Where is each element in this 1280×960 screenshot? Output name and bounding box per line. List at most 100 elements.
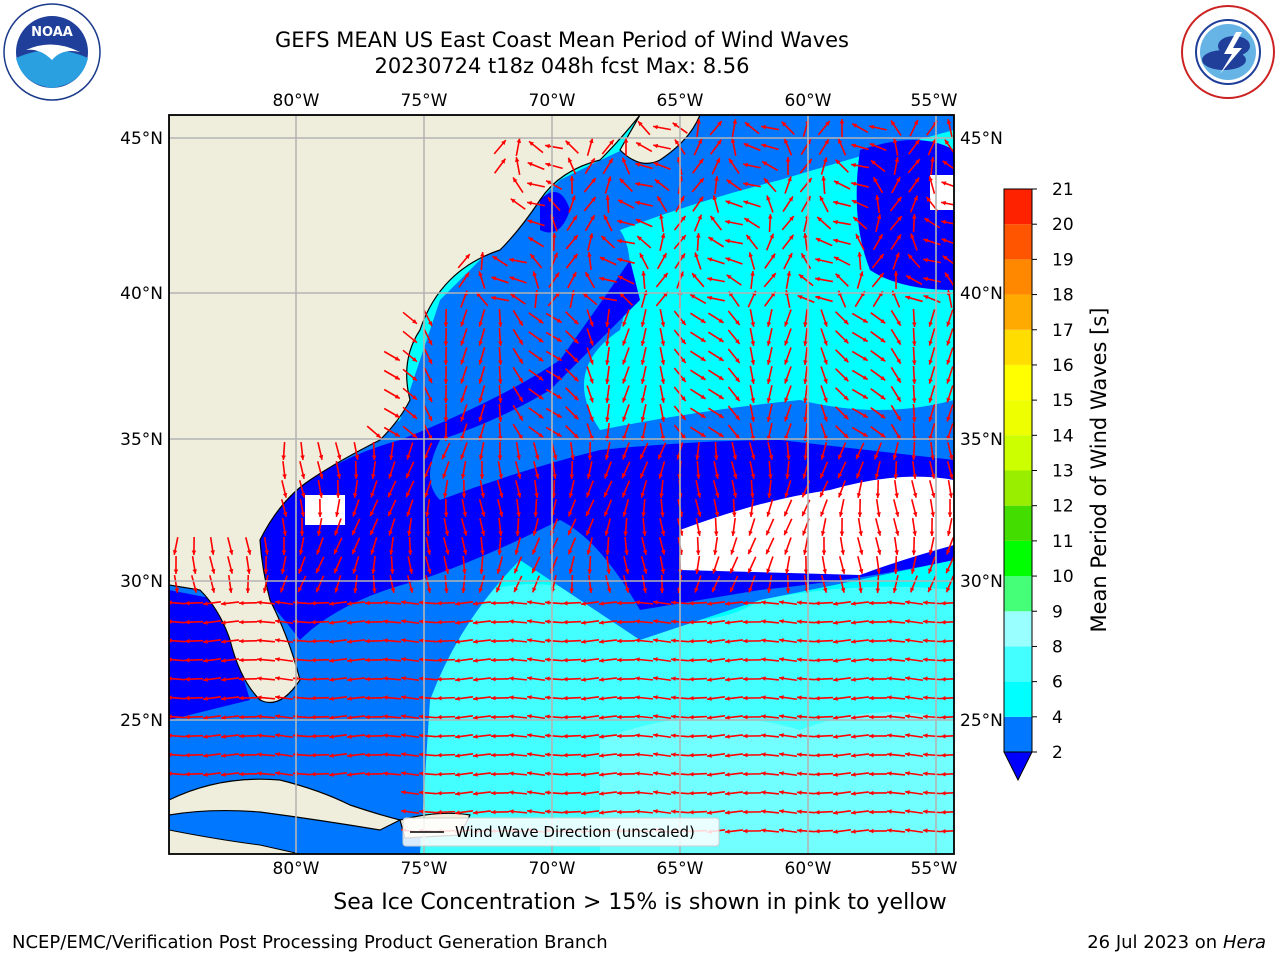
- wave-direction-arrowhead: [681, 377, 686, 382]
- wave-direction-arrowhead: [707, 791, 712, 796]
- wave-direction-arrowhead: [624, 587, 630, 593]
- wave-direction-arrowhead: [329, 753, 334, 758]
- wave-direction-arrowhead: [401, 657, 406, 662]
- wave-direction-arrowhead: [408, 568, 414, 574]
- wave-direction-arrowhead: [820, 531, 826, 536]
- wave-direction-arrowhead: [924, 218, 930, 223]
- wave-direction-arrowhead: [893, 474, 899, 479]
- wave-direction-arrowhead: [640, 397, 646, 403]
- wave-direction-arrowhead: [563, 676, 568, 682]
- wave-direction-arrowhead: [573, 338, 579, 344]
- wave-direction-arrowhead: [316, 549, 321, 555]
- wave-direction-arrowhead: [735, 396, 740, 402]
- wave-direction-arrowhead: [887, 733, 892, 738]
- wave-direction-arrowhead: [527, 733, 532, 738]
- wave-direction-arrowhead: [700, 394, 706, 399]
- wave-direction-arrowhead: [460, 321, 465, 327]
- wave-direction-arrowhead: [797, 733, 802, 738]
- wave-direction-arrowhead: [896, 177, 901, 183]
- wave-direction-arrowhead: [911, 455, 917, 460]
- wave-direction-arrowhead: [784, 340, 789, 346]
- wave-direction-arrowhead: [905, 695, 910, 700]
- wave-direction-arrowhead: [419, 657, 424, 662]
- wave-direction-arrowhead: [478, 378, 483, 384]
- wave-direction-arrowhead: [768, 454, 774, 460]
- wave-direction-arrowhead: [823, 378, 828, 384]
- wave-direction-arrowhead: [401, 619, 406, 624]
- wave-direction-arrowhead: [311, 657, 316, 663]
- wave-direction-arrowhead: [275, 600, 280, 605]
- wave-direction-arrowhead: [300, 455, 305, 460]
- wave-direction-arrowhead: [635, 600, 640, 605]
- wave-direction-arrowhead: [334, 568, 339, 574]
- colorbar-tick-label: 8: [1052, 637, 1063, 657]
- wave-direction-arrowhead: [473, 715, 478, 720]
- wave-direction-arrowhead: [681, 235, 686, 240]
- wave-direction-arrowhead: [203, 620, 208, 625]
- wave-direction-arrowhead: [807, 177, 812, 183]
- wave-direction-arrowhead: [896, 377, 901, 383]
- wave-direction-arrowhead: [419, 619, 424, 624]
- wave-direction-arrowhead: [401, 733, 406, 738]
- wave-direction-arrowhead: [851, 143, 857, 148]
- wave-direction-arrowhead: [869, 638, 874, 644]
- wave-direction-arrowhead: [442, 454, 447, 460]
- wave-direction-arrowhead: [671, 790, 676, 795]
- wave-direction-arrowhead: [803, 455, 808, 460]
- wave-direction-arrowhead: [887, 657, 892, 662]
- wave-direction-arrowhead: [640, 378, 646, 384]
- wave-direction-arrowhead: [820, 511, 825, 517]
- colorbar-segment: [1004, 189, 1032, 225]
- wave-direction-arrowhead: [797, 771, 802, 776]
- lon-label: 60°W: [785, 91, 832, 111]
- wave-direction-arrowhead: [316, 568, 321, 574]
- wave-direction-arrowhead: [329, 639, 334, 644]
- wave-direction-arrowhead: [365, 752, 370, 758]
- wave-direction-arrowhead: [797, 809, 802, 814]
- wave-direction-arrowhead: [257, 657, 262, 662]
- wave-direction-arrowhead: [622, 492, 627, 498]
- wave-direction-arrowhead: [707, 772, 712, 777]
- wave-direction-arrowhead: [862, 375, 868, 380]
- wave-direction-arrowhead: [660, 512, 665, 517]
- wave-direction-arrowhead: [329, 734, 334, 739]
- wave-direction-arrowhead: [514, 549, 520, 555]
- wave-direction-arrowhead: [707, 753, 712, 758]
- wave-direction-arrowhead: [923, 276, 929, 282]
- wave-direction-arrowhead: [833, 772, 838, 777]
- wave-direction-arrowhead: [622, 157, 627, 163]
- wave-direction-arrowhead: [444, 531, 450, 536]
- wave-direction-arrowhead: [455, 753, 460, 758]
- wave-direction-arrowhead: [692, 273, 697, 279]
- wave-direction-arrowhead: [912, 474, 917, 479]
- wave-direction-arrowhead: [568, 511, 573, 517]
- wave-direction-arrowhead: [779, 695, 784, 700]
- lon-label: 55°W: [911, 859, 958, 879]
- wave-direction-arrowhead: [923, 790, 928, 795]
- wave-direction-arrowhead: [681, 320, 686, 325]
- wave-direction-arrowhead: [383, 657, 388, 662]
- wave-direction-arrowhead: [657, 196, 662, 202]
- wave-direction-arrowhead: [221, 658, 226, 663]
- wave-direction-arrowhead: [185, 657, 190, 663]
- wave-direction-arrowhead: [619, 178, 625, 184]
- wave-direction-arrowhead: [851, 791, 856, 796]
- wave-direction-arrowhead: [823, 157, 828, 163]
- wave-direction-arrowhead: [887, 695, 892, 700]
- wave-direction-arrowhead: [617, 733, 622, 739]
- wave-direction-arrowhead: [480, 252, 485, 257]
- wave-direction-arrowhead: [347, 620, 352, 625]
- wave-direction-arrowhead: [948, 454, 954, 460]
- wave-direction-arrowhead: [641, 512, 646, 517]
- wave-direction-arrowhead: [622, 416, 627, 422]
- wave-direction-arrowhead: [239, 619, 244, 625]
- wave-direction-arrowhead: [455, 601, 460, 606]
- wave-direction-arrowhead: [766, 397, 772, 403]
- wave-direction-arrowhead: [690, 294, 696, 299]
- wave-direction-arrowhead: [311, 695, 316, 701]
- lat-label: 35°N: [120, 430, 163, 450]
- wave-direction-arrowhead: [509, 638, 514, 643]
- wave-direction-arrowhead: [748, 252, 753, 258]
- wave-direction-arrowhead: [538, 318, 544, 324]
- wave-direction-arrowhead: [718, 356, 724, 361]
